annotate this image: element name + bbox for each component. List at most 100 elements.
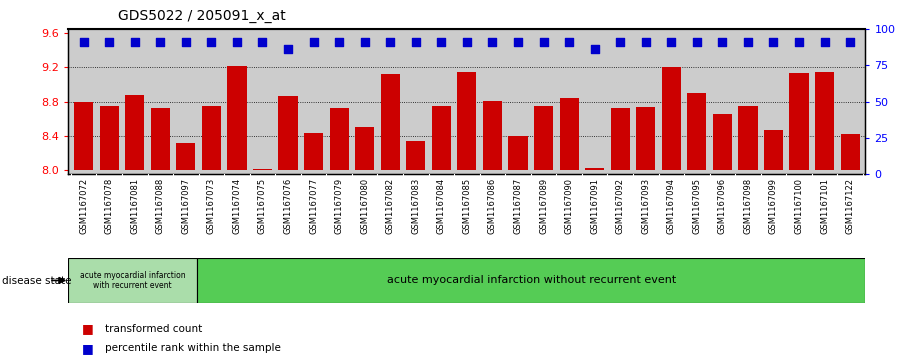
Bar <box>150 107 169 170</box>
Text: percentile rank within the sample: percentile rank within the sample <box>105 343 281 354</box>
Point <box>537 39 551 45</box>
Text: GSM1167090: GSM1167090 <box>565 178 574 234</box>
Text: GSM1167098: GSM1167098 <box>743 178 752 234</box>
Point <box>588 46 602 52</box>
Text: ■: ■ <box>82 342 94 355</box>
Point <box>408 39 423 45</box>
Text: GSM1167081: GSM1167081 <box>130 178 139 234</box>
Point <box>255 39 270 45</box>
Point <box>153 39 168 45</box>
Text: GSM1167084: GSM1167084 <box>437 178 445 234</box>
Bar <box>355 127 374 170</box>
Bar <box>610 107 630 170</box>
Point <box>128 39 142 45</box>
Bar <box>712 114 732 170</box>
Text: GSM1167077: GSM1167077 <box>309 178 318 234</box>
Text: GSM1167099: GSM1167099 <box>769 178 778 234</box>
Text: GSM1167096: GSM1167096 <box>718 178 727 234</box>
Point <box>306 39 321 45</box>
Bar <box>202 106 221 170</box>
Bar <box>228 66 247 170</box>
Point <box>741 39 755 45</box>
Bar <box>483 101 502 170</box>
Point <box>357 39 372 45</box>
Bar <box>68 258 197 303</box>
Text: GSM1167093: GSM1167093 <box>641 178 650 234</box>
Text: GSM1167091: GSM1167091 <box>590 178 599 234</box>
Point <box>204 39 219 45</box>
Bar <box>74 102 93 170</box>
Text: GSM1167087: GSM1167087 <box>514 178 523 234</box>
Text: GSM1167082: GSM1167082 <box>385 178 394 234</box>
Point <box>613 39 628 45</box>
Point <box>486 39 500 45</box>
Text: acute myocardial infarction without recurrent event: acute myocardial infarction without recu… <box>386 276 676 285</box>
Point <box>459 39 474 45</box>
Point <box>383 39 397 45</box>
Bar <box>585 168 604 170</box>
Bar <box>125 95 144 170</box>
Bar <box>457 72 476 170</box>
Text: GSM1167072: GSM1167072 <box>79 178 88 234</box>
Bar <box>381 74 400 170</box>
Text: GSM1167074: GSM1167074 <box>232 178 241 234</box>
Bar <box>508 136 527 170</box>
Text: transformed count: transformed count <box>105 323 202 334</box>
Point <box>562 39 577 45</box>
Point <box>179 39 193 45</box>
Text: GSM1167094: GSM1167094 <box>667 178 676 234</box>
Text: GSM1167097: GSM1167097 <box>181 178 190 234</box>
Text: GSM1167079: GSM1167079 <box>334 178 343 234</box>
Text: GDS5022 / 205091_x_at: GDS5022 / 205091_x_at <box>118 9 286 23</box>
Point <box>434 39 448 45</box>
Point <box>715 39 730 45</box>
Bar <box>432 106 451 170</box>
Bar <box>841 134 860 170</box>
Bar <box>253 169 272 170</box>
Bar <box>687 93 706 170</box>
Text: GSM1167085: GSM1167085 <box>463 178 471 234</box>
Text: GSM1167086: GSM1167086 <box>488 178 496 234</box>
Bar <box>197 258 865 303</box>
Point <box>792 39 806 45</box>
Bar <box>279 96 298 170</box>
Bar <box>661 68 681 170</box>
Bar <box>99 106 118 170</box>
Point <box>102 39 117 45</box>
Point <box>843 39 857 45</box>
Point <box>77 39 91 45</box>
Point <box>332 39 346 45</box>
Text: GSM1167083: GSM1167083 <box>411 178 420 234</box>
Bar <box>176 143 196 170</box>
Point <box>230 39 244 45</box>
Bar <box>534 106 553 170</box>
Text: GSM1167095: GSM1167095 <box>692 178 701 234</box>
Bar <box>764 130 783 170</box>
Bar <box>790 73 809 170</box>
Text: GSM1167122: GSM1167122 <box>845 178 855 234</box>
Point <box>664 39 679 45</box>
Text: ■: ■ <box>82 322 94 335</box>
Text: GSM1167080: GSM1167080 <box>360 178 369 234</box>
Text: GSM1167073: GSM1167073 <box>207 178 216 234</box>
Text: acute myocardial infarction
with recurrent event: acute myocardial infarction with recurre… <box>80 271 186 290</box>
Point <box>817 39 832 45</box>
Text: GSM1167092: GSM1167092 <box>616 178 625 234</box>
Point <box>766 39 781 45</box>
Bar <box>559 98 578 170</box>
Text: GSM1167078: GSM1167078 <box>105 178 114 234</box>
Text: GSM1167088: GSM1167088 <box>156 178 165 234</box>
Text: GSM1167089: GSM1167089 <box>539 178 548 234</box>
Bar <box>304 133 323 170</box>
Bar <box>815 72 834 170</box>
Bar <box>406 141 425 170</box>
Bar <box>636 107 655 170</box>
Text: GSM1167101: GSM1167101 <box>820 178 829 234</box>
Text: GSM1167076: GSM1167076 <box>283 178 292 234</box>
Point <box>690 39 704 45</box>
Point <box>511 39 526 45</box>
Bar <box>330 107 349 170</box>
Text: GSM1167075: GSM1167075 <box>258 178 267 234</box>
Text: GSM1167100: GSM1167100 <box>794 178 804 234</box>
Point <box>639 39 653 45</box>
